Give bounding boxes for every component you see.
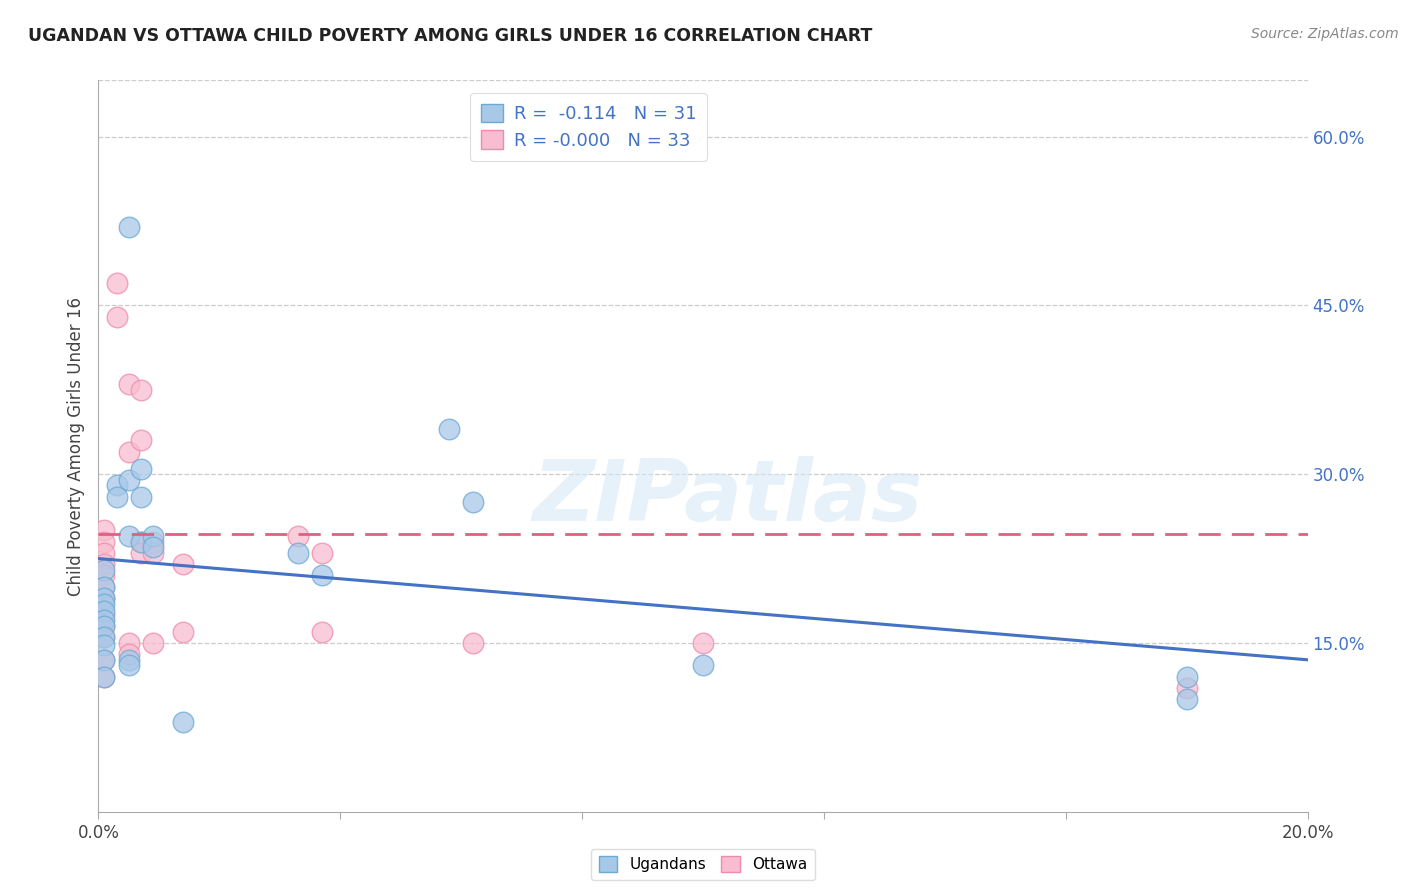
Point: [1175, 692, 1198, 706]
Point: [93, 534, 115, 549]
Point: [93, 557, 115, 571]
Point: [692, 658, 714, 673]
Point: [93, 591, 115, 605]
Point: [118, 647, 141, 661]
Point: [129, 461, 152, 475]
Point: [129, 534, 152, 549]
Legend: Ugandans, Ottawa: Ugandans, Ottawa: [591, 848, 815, 880]
Point: [311, 624, 333, 639]
Point: [93, 619, 115, 633]
Legend: R =  -0.114   N = 31, R = -0.000   N = 33: R = -0.114 N = 31, R = -0.000 N = 33: [470, 93, 707, 161]
Point: [93, 580, 115, 594]
Point: [142, 541, 165, 555]
Point: [93, 653, 115, 667]
Point: [118, 653, 141, 667]
Point: [311, 568, 333, 582]
Point: [463, 636, 485, 650]
Point: [93, 563, 115, 577]
Point: [311, 546, 333, 560]
Point: [142, 529, 165, 543]
Point: [1175, 681, 1198, 695]
Point: [93, 524, 115, 538]
Point: [463, 495, 485, 509]
Point: [118, 377, 141, 392]
Point: [93, 670, 115, 684]
Point: [105, 276, 128, 290]
Point: [93, 546, 115, 560]
Point: [93, 653, 115, 667]
Point: [118, 636, 141, 650]
Point: [93, 630, 115, 644]
Point: [129, 534, 152, 549]
Point: [172, 557, 194, 571]
Point: [93, 597, 115, 611]
Point: [105, 490, 128, 504]
Point: [129, 490, 152, 504]
Point: [93, 568, 115, 582]
Point: [142, 546, 165, 560]
Point: [118, 658, 141, 673]
Point: [437, 422, 460, 436]
Point: [93, 630, 115, 644]
Point: [287, 546, 309, 560]
Point: [93, 614, 115, 628]
Point: [129, 546, 152, 560]
Point: [692, 636, 714, 650]
Point: [118, 473, 141, 487]
Point: [118, 444, 141, 458]
Point: [118, 529, 141, 543]
Point: [142, 636, 165, 650]
Point: [105, 310, 128, 324]
Text: Source: ZipAtlas.com: Source: ZipAtlas.com: [1251, 27, 1399, 41]
Point: [172, 624, 194, 639]
Text: UGANDAN VS OTTAWA CHILD POVERTY AMONG GIRLS UNDER 16 CORRELATION CHART: UGANDAN VS OTTAWA CHILD POVERTY AMONG GI…: [28, 27, 873, 45]
Point: [93, 604, 115, 618]
Point: [172, 714, 194, 729]
Point: [142, 534, 165, 549]
Point: [1175, 670, 1198, 684]
Point: [118, 219, 141, 234]
Point: [93, 619, 115, 633]
Point: [129, 434, 152, 448]
Point: [93, 580, 115, 594]
Text: ZIPatlas: ZIPatlas: [531, 456, 922, 539]
Point: [93, 670, 115, 684]
Point: [129, 383, 152, 397]
Point: [93, 638, 115, 652]
Point: [93, 607, 115, 622]
Point: [105, 478, 128, 492]
Point: [287, 529, 309, 543]
Point: [93, 591, 115, 605]
Y-axis label: Child Poverty Among Girls Under 16: Child Poverty Among Girls Under 16: [66, 296, 84, 596]
